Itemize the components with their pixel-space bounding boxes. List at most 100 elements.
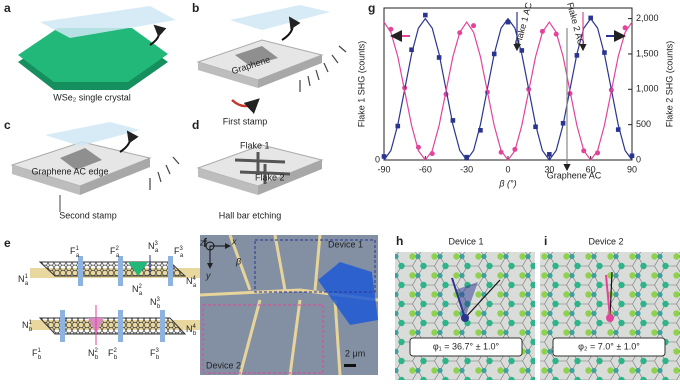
device-box	[254, 239, 376, 293]
superscript: 3	[155, 241, 159, 247]
flake	[318, 262, 378, 325]
x-tick-label: 0	[505, 164, 510, 174]
label: Flake 2	[255, 172, 285, 182]
plot-frame	[383, 7, 633, 161]
y2-tick-label: 0	[636, 154, 641, 164]
contact-label: F2 b	[108, 348, 118, 361]
fit-line	[383, 17, 633, 162]
stamp	[40, 6, 176, 38]
superscript: 1	[29, 320, 33, 326]
point	[629, 153, 635, 159]
angle-text: φ₁ = 36.7° ± 1.0°	[433, 341, 500, 351]
contact-label: N3 b	[150, 297, 161, 310]
panel-label: d	[192, 118, 199, 132]
label: Second stamp	[59, 210, 117, 220]
graphene-bar	[38, 261, 187, 277]
contact-label: F1 b	[32, 348, 42, 361]
subscript: a	[193, 283, 197, 289]
superscript: 1	[38, 348, 42, 354]
symbol: N	[186, 324, 193, 334]
superscript: 4	[193, 324, 197, 330]
superscript: 1	[76, 246, 80, 252]
contact-label: N1 b	[22, 320, 33, 333]
symbol: N	[22, 320, 29, 330]
subscript: b	[95, 355, 99, 361]
symbol: N	[186, 276, 193, 286]
symbol: N	[150, 297, 157, 307]
symbol: F	[32, 348, 38, 358]
rotation-arrow	[231, 98, 260, 114]
graphene	[235, 46, 278, 66]
contact-label: N4 a	[186, 276, 197, 289]
superscript: 4	[193, 276, 197, 282]
axis-label: z	[199, 237, 205, 247]
contact-label: F3 a	[174, 246, 184, 259]
axis-label: x	[231, 236, 237, 246]
y2-axis-label: Flake 2 SHG (counts)	[664, 41, 674, 128]
panel-label: h	[396, 234, 403, 248]
label: Graphene AC edge	[31, 166, 108, 176]
subscript: b	[29, 327, 33, 333]
subscript: b	[193, 331, 197, 337]
annotation: Graphene AC	[547, 170, 602, 180]
axis-label: y	[205, 270, 211, 280]
hall-bar	[234, 152, 291, 184]
panel-label: g	[368, 1, 375, 15]
contact-label: N2 a	[132, 284, 143, 297]
device-box	[202, 304, 324, 374]
superscript: 2	[114, 348, 118, 354]
point	[498, 149, 504, 155]
graphene-axis	[609, 271, 613, 319]
point	[478, 128, 483, 133]
panel-e: e F1 a F2 aN3 a F3 aN1 aN2 aN4 aN1 bN2 bN3 bN4 bF1 b F2…	[4, 236, 200, 361]
substrate-side	[258, 55, 322, 88]
flake-axis	[605, 274, 611, 319]
x-tick-label: 60	[586, 164, 596, 174]
superscript: 3	[180, 246, 184, 252]
device-label: Device 1	[328, 239, 363, 249]
subscript: b	[114, 355, 118, 361]
substrate-side	[198, 62, 258, 88]
contact-label: F3 b	[150, 348, 160, 361]
panel-d: d Flake 1 Flake 2 Hall bar etching	[192, 118, 324, 220]
crystal	[18, 28, 168, 82]
x-tick-label: -60	[419, 164, 432, 174]
fit-line	[383, 21, 633, 162]
y-axis-label: Flake 1 SHG (counts)	[356, 41, 366, 128]
y-tick-label: 0	[375, 154, 380, 164]
substrate-side	[12, 165, 80, 195]
symbol: N	[18, 274, 25, 284]
y2-tick-label: 1,500	[636, 48, 659, 58]
superscript: 2	[139, 284, 143, 290]
panel-label: a	[4, 1, 11, 15]
symbol: N	[132, 284, 139, 294]
y2-tick-label: 500	[636, 119, 651, 129]
angle-wedge	[455, 282, 478, 318]
panel-label: b	[192, 1, 199, 15]
panel-g: g -90 -60 -30 0 30 60 900 05001,0001,5002,000β …	[356, 1, 674, 189]
point	[505, 19, 511, 25]
device-label: Device 2	[206, 360, 241, 370]
caption: WSe₂ single crystal	[53, 92, 131, 102]
symbol: N	[88, 348, 95, 358]
superscript: 3	[157, 297, 161, 303]
subscript: a	[76, 253, 80, 259]
panel-f: f Device 1 Device 2 2 μm z x y β	[199, 234, 379, 376]
subscript: a	[116, 253, 120, 259]
origin	[461, 314, 469, 322]
point	[423, 12, 428, 18]
symbol: F	[110, 246, 116, 256]
contact-label: N3 a	[148, 241, 159, 254]
label: Flake 1	[240, 140, 270, 150]
device-title: Device 2	[588, 236, 623, 246]
angle-box	[409, 337, 523, 357]
contact-label: F1 a	[70, 246, 80, 259]
substrate-side	[80, 158, 150, 195]
x-tick-label: 90	[627, 164, 637, 174]
stamp	[45, 122, 140, 146]
panel-label: e	[4, 236, 11, 250]
panel-label: f	[203, 236, 208, 250]
arrow	[119, 130, 139, 153]
subscript: a	[139, 291, 143, 297]
